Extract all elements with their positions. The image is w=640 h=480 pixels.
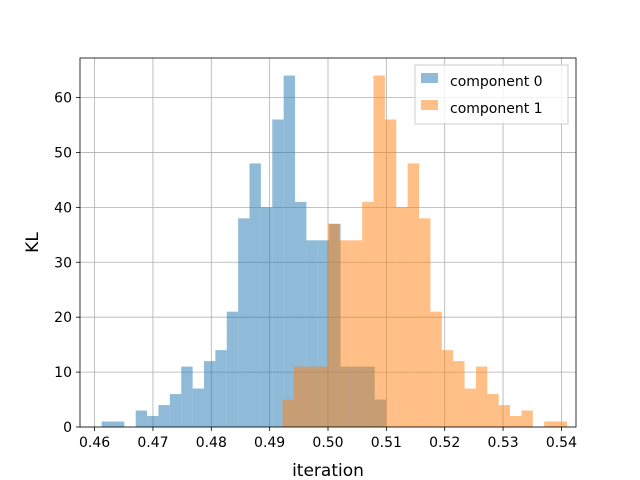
histogram-bar [510, 416, 522, 427]
histogram-bar [453, 361, 465, 427]
histogram-bar [135, 410, 148, 427]
histogram-bar [305, 366, 317, 427]
histogram-bar [419, 218, 431, 427]
bars-group [101, 75, 567, 428]
histogram-bar [441, 350, 454, 427]
histogram-bar [112, 421, 125, 427]
histogram-bar [272, 119, 284, 427]
histogram-bar [249, 163, 261, 427]
x-tick-label: 0.52 [429, 435, 460, 451]
y-tick-label: 20 [54, 310, 72, 326]
histogram-bar [238, 218, 250, 427]
x-axis-ticks: 0.46 0.47 0.48 0.49 0.50 0.51 0.52 0.53 0.54 [79, 427, 577, 451]
x-tick-label: 0.47 [137, 435, 168, 451]
x-tick-label: 0.48 [196, 435, 227, 451]
histogram-bar [430, 311, 442, 427]
x-axis-title: iteration [292, 461, 364, 480]
y-tick-label: 40 [54, 200, 72, 216]
histogram-bar [158, 405, 170, 427]
y-tick-label: 0 [63, 420, 72, 436]
histogram-bar [101, 421, 113, 427]
x-tick-label: 0.54 [546, 435, 577, 451]
histogram-bar [282, 399, 294, 427]
histogram-bar [487, 394, 499, 427]
y-axis-ticks: 0 10 20 30 40 50 60 [54, 91, 80, 436]
x-tick-label: 0.53 [487, 435, 518, 451]
y-tick-label: 60 [54, 91, 72, 107]
legend-box [414, 64, 569, 125]
histogram-bar [306, 240, 318, 427]
histogram-bar [544, 421, 556, 427]
legend: component 0 component 1 [414, 64, 569, 125]
y-axis-title: KL [23, 232, 43, 253]
histogram-bar [407, 163, 420, 427]
histogram-bar [316, 366, 328, 427]
histogram-bar [192, 388, 204, 427]
legend-swatch-component-0 [421, 73, 438, 83]
histogram-bar [283, 75, 296, 428]
legend-label-component-1: component 1 [450, 101, 543, 117]
legend-label-component-0: component 0 [450, 74, 543, 90]
histogram-bar [293, 366, 306, 427]
histogram-bar [521, 410, 533, 427]
y-tick-label: 50 [54, 145, 72, 161]
histogram-bar [215, 350, 227, 427]
y-tick-label: 10 [54, 365, 72, 381]
histogram-bar [464, 388, 476, 427]
x-tick-label: 0.46 [79, 435, 110, 451]
x-tick-label: 0.49 [254, 435, 285, 451]
histogram-bar [555, 421, 567, 427]
histogram-bar [396, 207, 408, 427]
histogram-bar [498, 405, 511, 427]
histogram-bar [204, 361, 216, 427]
histogram-bar [384, 119, 397, 427]
histogram-bar [350, 240, 363, 427]
histogram-bar [147, 416, 159, 427]
x-tick-label: 0.51 [371, 435, 402, 451]
histogram-bar [362, 201, 374, 427]
histogram-bar [295, 201, 307, 427]
y-tick-label: 30 [54, 255, 72, 271]
legend-swatch-component-1 [421, 100, 438, 110]
histogram-bar [260, 207, 273, 427]
histogram-bar [339, 240, 351, 427]
histogram-bar [328, 223, 340, 427]
histogram-bar [475, 366, 488, 427]
histogram-bar [169, 394, 182, 427]
histogram-bar [226, 311, 239, 427]
x-tick-label: 0.50 [312, 435, 343, 451]
series-component-1 [282, 75, 567, 428]
histogram-bar [181, 366, 193, 427]
histogram-bar [317, 240, 330, 427]
histogram-bar [373, 75, 385, 428]
